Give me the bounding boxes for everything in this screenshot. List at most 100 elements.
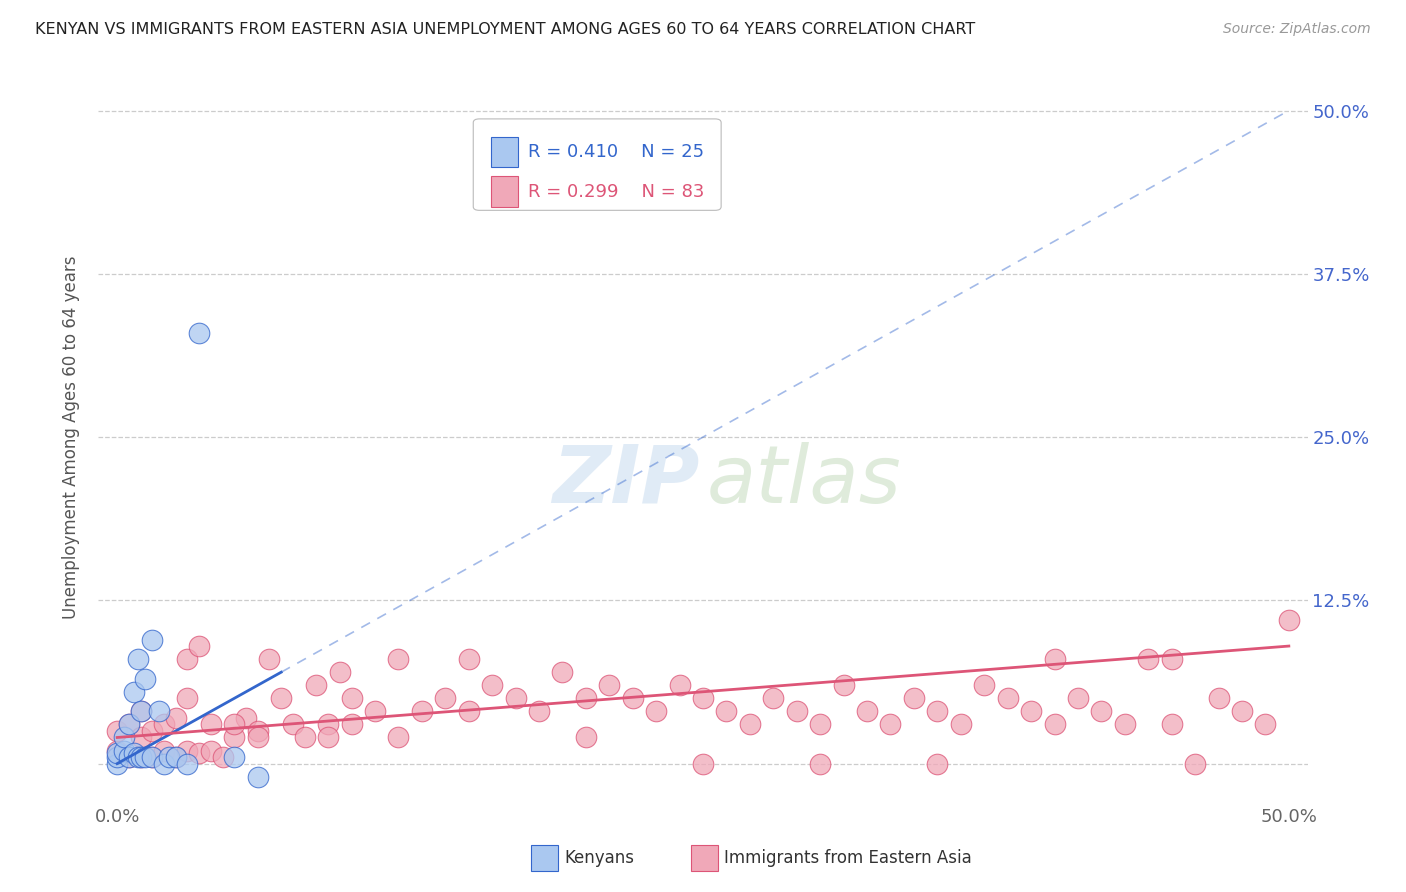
Point	[129, 705, 152, 719]
Point	[200, 743, 222, 757]
Point	[141, 632, 163, 647]
Point	[246, 723, 269, 738]
Text: Immigrants from Eastern Asia: Immigrants from Eastern Asia	[724, 848, 972, 867]
Point	[105, 723, 128, 738]
Point	[129, 750, 152, 764]
Point	[165, 711, 187, 725]
Point	[1019, 705, 1042, 719]
Point	[364, 705, 387, 719]
Point	[1160, 652, 1182, 666]
Point	[575, 731, 598, 745]
Point	[270, 691, 292, 706]
Point	[165, 750, 187, 764]
Point	[1208, 691, 1230, 706]
Point	[387, 652, 409, 666]
Point	[786, 705, 808, 719]
Point	[1160, 717, 1182, 731]
Bar	[690, 846, 717, 871]
Point	[1137, 652, 1160, 666]
Point	[246, 770, 269, 784]
Point	[105, 750, 128, 764]
Point	[903, 691, 925, 706]
Point	[281, 717, 304, 731]
Point	[879, 717, 901, 731]
FancyBboxPatch shape	[474, 119, 721, 211]
Point	[808, 717, 831, 731]
Point	[927, 705, 949, 719]
Point	[294, 731, 316, 745]
Point	[411, 705, 433, 719]
Point	[1043, 717, 1066, 731]
Point	[340, 717, 363, 731]
Point	[316, 717, 339, 731]
Point	[129, 750, 152, 764]
Point	[738, 717, 761, 731]
Point	[927, 756, 949, 771]
Point	[122, 746, 145, 760]
Point	[1114, 717, 1136, 731]
Y-axis label: Unemployment Among Ages 60 to 64 years: Unemployment Among Ages 60 to 64 years	[62, 255, 80, 619]
Point	[188, 639, 211, 653]
Point	[157, 750, 180, 764]
Point	[176, 691, 198, 706]
Point	[1090, 705, 1112, 719]
Point	[692, 756, 714, 771]
Point	[808, 756, 831, 771]
Point	[118, 717, 141, 731]
Point	[112, 743, 135, 757]
Point	[1278, 613, 1301, 627]
Point	[176, 743, 198, 757]
Point	[165, 750, 187, 764]
Point	[224, 717, 246, 731]
Text: ZIP: ZIP	[553, 442, 699, 520]
Point	[387, 731, 409, 745]
Point	[551, 665, 574, 680]
Text: R = 0.299    N = 83: R = 0.299 N = 83	[527, 183, 704, 201]
Text: atlas: atlas	[707, 442, 901, 520]
Point	[224, 750, 246, 764]
Point	[141, 750, 163, 764]
Text: Source: ZipAtlas.com: Source: ZipAtlas.com	[1223, 22, 1371, 37]
Point	[112, 731, 135, 745]
Point	[105, 746, 128, 760]
Text: Kenyans: Kenyans	[564, 848, 634, 867]
Point	[598, 678, 620, 692]
Point	[575, 691, 598, 706]
Point	[434, 691, 457, 706]
Text: KENYAN VS IMMIGRANTS FROM EASTERN ASIA UNEMPLOYMENT AMONG AGES 60 TO 64 YEARS CO: KENYAN VS IMMIGRANTS FROM EASTERN ASIA U…	[35, 22, 976, 37]
Point	[1043, 652, 1066, 666]
Point	[118, 717, 141, 731]
Point	[1254, 717, 1277, 731]
Point	[1184, 756, 1206, 771]
Point	[949, 717, 972, 731]
Point	[224, 731, 246, 745]
Point	[621, 691, 644, 706]
Point	[692, 691, 714, 706]
Point	[329, 665, 352, 680]
Point	[176, 652, 198, 666]
Point	[141, 750, 163, 764]
Point	[527, 705, 550, 719]
Point	[856, 705, 879, 719]
Point	[481, 678, 503, 692]
Point	[316, 731, 339, 745]
Bar	[492, 136, 517, 168]
Bar	[531, 846, 558, 871]
Text: R = 0.410    N = 25: R = 0.410 N = 25	[527, 143, 704, 161]
Point	[457, 705, 479, 719]
Point	[200, 717, 222, 731]
Point	[246, 731, 269, 745]
Point	[505, 691, 527, 706]
Point	[118, 750, 141, 764]
Point	[127, 652, 149, 666]
Point	[235, 711, 257, 725]
Point	[153, 717, 176, 731]
Point	[188, 746, 211, 760]
Point	[134, 672, 156, 686]
Point	[188, 326, 211, 340]
Point	[668, 678, 690, 692]
Point	[134, 750, 156, 764]
Point	[997, 691, 1019, 706]
Point	[148, 705, 170, 719]
Point	[129, 731, 152, 745]
